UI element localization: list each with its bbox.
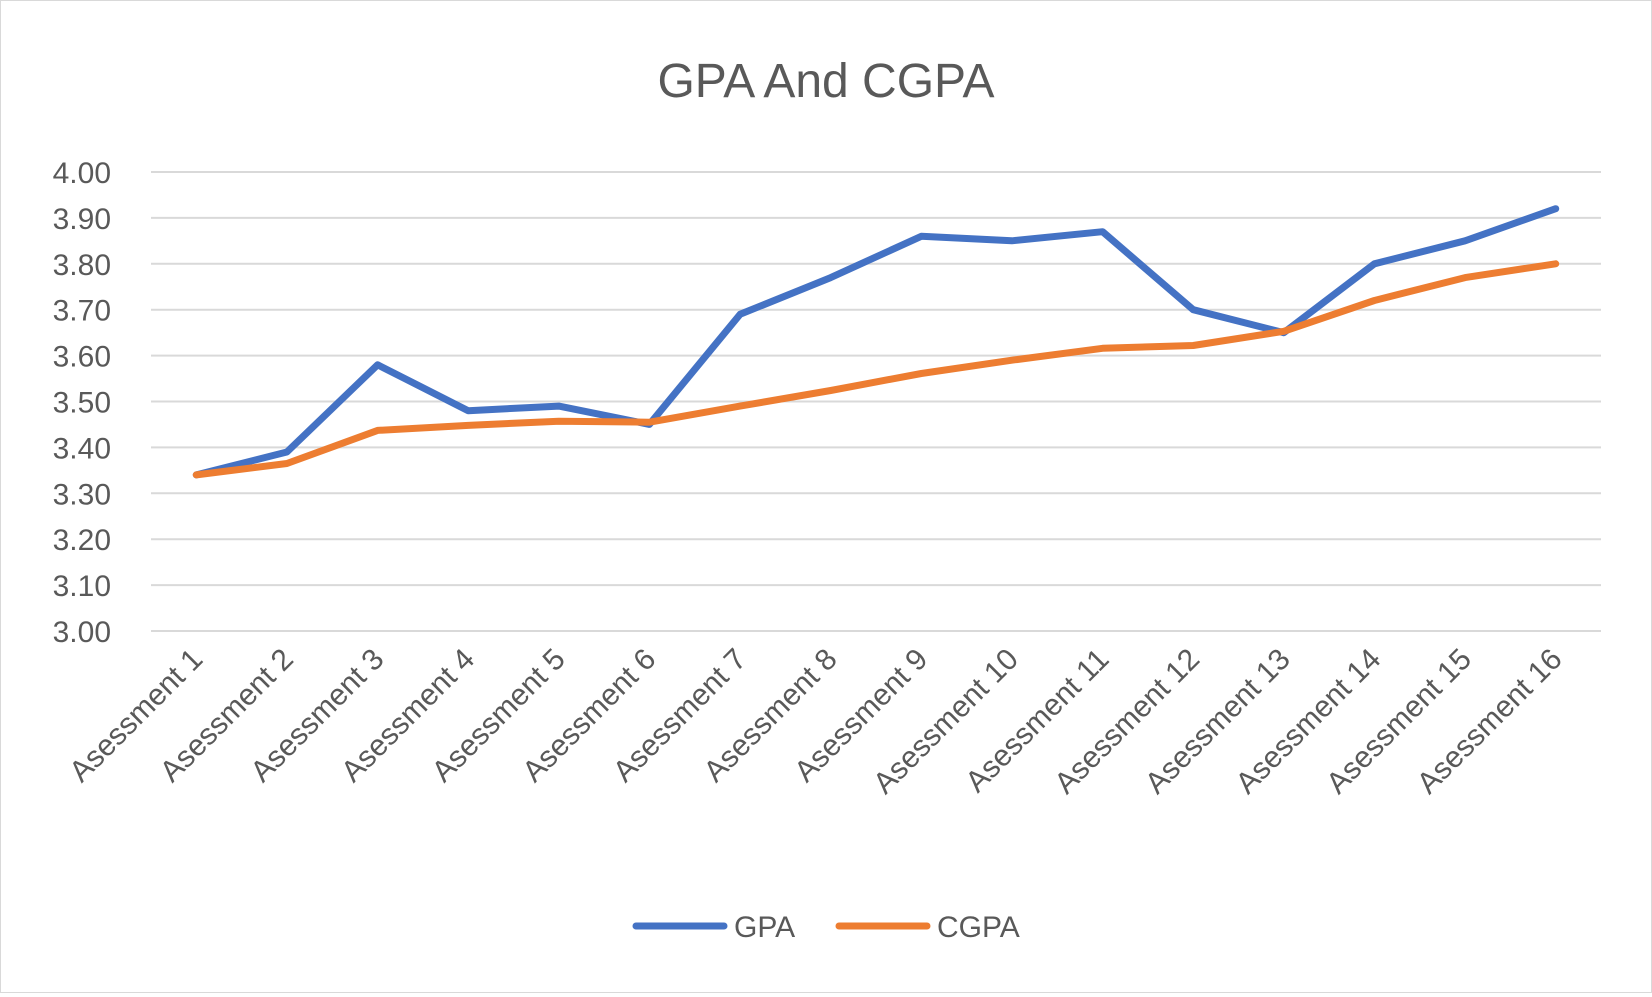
y-tick-label: 3.10 — [53, 570, 111, 603]
y-tick-label: 3.90 — [53, 203, 111, 236]
series-line-cgpa — [192, 260, 1560, 479]
series-line-gpa — [192, 205, 1560, 479]
legend-label: GPA — [734, 911, 795, 944]
y-tick-label: 3.20 — [53, 524, 111, 557]
y-tick-label: 3.60 — [53, 341, 111, 374]
y-tick-label: 3.50 — [53, 387, 111, 420]
y-tick-label: 3.70 — [53, 295, 111, 328]
y-tick-label: 3.80 — [53, 249, 111, 282]
chart-title: GPA And CGPA — [657, 55, 994, 108]
legend: GPA CGPA — [632, 911, 1020, 944]
gridlines — [151, 171, 1601, 632]
y-tick-label: 3.40 — [53, 432, 111, 465]
y-tick-label: 4.00 — [53, 157, 111, 190]
series-lines — [192, 205, 1560, 479]
y-axis-tick-labels: 3.00 3.10 3.20 3.30 3.40 3.50 3.60 3.70 3.80 3.90… — [53, 157, 111, 649]
y-tick-label: 3.00 — [53, 616, 111, 649]
y-tick-label: 3.30 — [53, 478, 111, 511]
legend-label: CGPA — [937, 911, 1020, 944]
